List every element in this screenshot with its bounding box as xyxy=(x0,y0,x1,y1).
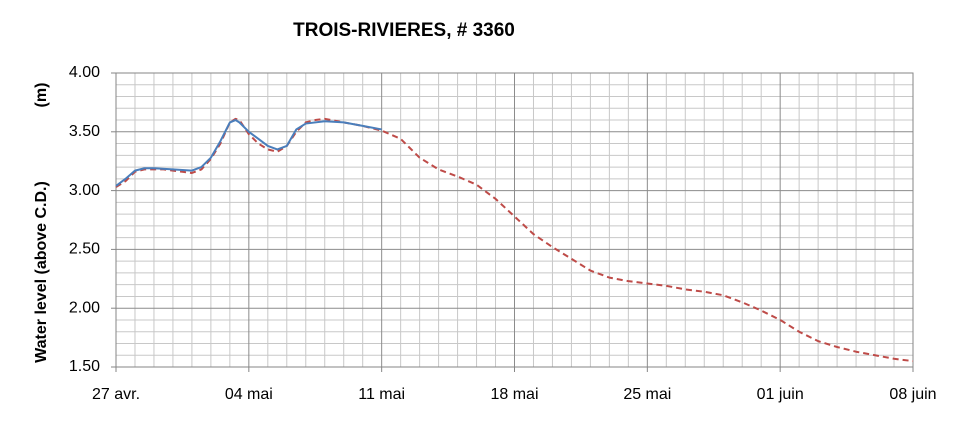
y-tick-label: 2.50 xyxy=(69,241,100,258)
y-tick-label: 4.00 xyxy=(69,64,100,81)
x-tick-label: 18 mai xyxy=(490,386,538,403)
y-tick-label: 1.50 xyxy=(69,358,100,375)
x-tick-label: 25 mai xyxy=(623,386,671,403)
y-tick-label: 3.50 xyxy=(69,123,100,140)
plot-border xyxy=(115,72,914,368)
chart-title: TROIS-RIVIERES, # 3360 xyxy=(293,20,515,41)
y-axis-label: Water level (above C.D.) xyxy=(33,181,50,363)
x-tick-label: 08 juin xyxy=(889,386,936,403)
observed-line xyxy=(115,119,382,187)
x-tick-label: 11 mai xyxy=(358,386,405,403)
x-tick-label: 27 avr. xyxy=(92,386,140,403)
y-tick-label: 2.00 xyxy=(69,299,100,316)
x-tick-label: 01 juin xyxy=(757,386,804,403)
forecast-line xyxy=(115,117,914,363)
x-tick-label: 04 mai xyxy=(225,386,273,403)
y-tick-label: 3.00 xyxy=(69,182,100,199)
y-axis-unit: (m) xyxy=(33,83,50,108)
